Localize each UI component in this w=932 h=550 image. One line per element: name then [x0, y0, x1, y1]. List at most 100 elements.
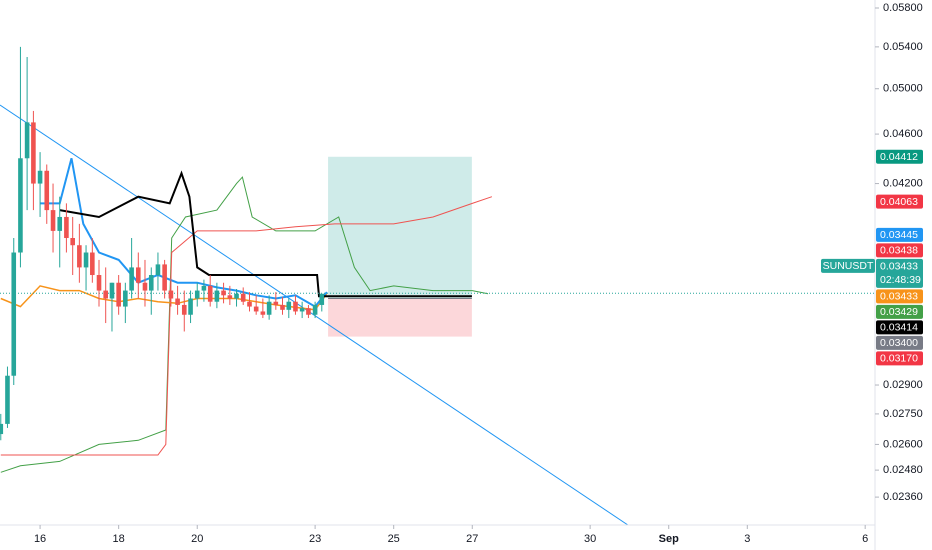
candle-body [319, 293, 325, 305]
price-tag-label: 0.03170 [880, 353, 918, 365]
y-tick-label: 0.05800 [883, 2, 923, 14]
candle-body [240, 293, 246, 302]
candle-body [44, 170, 50, 211]
candle-body [18, 158, 23, 253]
candle-body [64, 216, 69, 239]
price-tag-label: 0.03433 [880, 291, 918, 303]
candle-body [24, 122, 30, 159]
price-tag [876, 351, 923, 366]
candle-body [247, 301, 252, 307]
price-tag [876, 304, 923, 319]
candle-body [148, 275, 154, 291]
x-tick-label: Sep [659, 533, 679, 545]
candle-body [11, 252, 17, 376]
x-tick-label: 6 [862, 533, 868, 545]
price-tag [876, 194, 923, 209]
indicator-line [59, 170, 472, 298]
candle-body [188, 298, 193, 315]
candle-body [214, 290, 220, 302]
y-tick-label: 0.02360 [883, 491, 923, 503]
candle-body [221, 290, 226, 296]
price-tag [876, 258, 923, 288]
symbol-label: SUNUSDT [823, 260, 874, 272]
candle-body [207, 285, 213, 302]
candle-body [123, 290, 128, 307]
y-tick-label: 0.05400 [883, 41, 923, 53]
y-tick-label: 0.04200 [883, 177, 923, 189]
candle-body [142, 282, 148, 291]
y-tick-label: 0.04600 [883, 128, 923, 140]
indicator-line [0, 196, 493, 456]
candle-body [280, 304, 285, 310]
candle-body [286, 301, 292, 310]
x-tick-label: 23 [309, 533, 321, 545]
candle-body [57, 216, 63, 231]
price-tag [876, 227, 923, 242]
candle-body [37, 170, 43, 184]
candle-body [227, 295, 233, 299]
position-stop-zone [328, 298, 472, 337]
candle-body [90, 252, 95, 276]
candle-body [201, 285, 207, 291]
candle-body [5, 375, 10, 424]
price-tag [876, 289, 923, 304]
price-tag-label: 0.03400 [880, 337, 918, 349]
x-tick-label: 16 [34, 533, 46, 545]
indicator-line [0, 176, 489, 473]
candle-body [77, 245, 82, 268]
position-target-zone [328, 156, 472, 299]
symbol-tag [821, 258, 875, 273]
x-tick-label: 25 [388, 533, 400, 545]
price-tag [876, 243, 923, 258]
candle-body [181, 304, 187, 315]
price-tag-label: 0.03429 [880, 306, 918, 318]
y-tick-label: 0.02900 [883, 379, 923, 391]
candle-body [273, 301, 279, 305]
candle-body [0, 423, 4, 435]
y-tick-label: 0.02480 [883, 464, 923, 476]
candle-body [96, 275, 102, 291]
price-tag [876, 149, 923, 164]
candle-body [234, 293, 239, 299]
candle-body [155, 264, 161, 276]
candle-body [253, 306, 259, 312]
candle-body [266, 301, 272, 315]
plot-area [0, 46, 875, 525]
candle-body [312, 304, 318, 315]
x-tick-label: 18 [113, 533, 125, 545]
candle-body [168, 290, 174, 299]
y-tick-label: 0.05000 [883, 83, 923, 95]
price-tag-label: 0.04063 [880, 196, 918, 208]
price-tag-label: 0.03438 [880, 245, 918, 257]
candle-body [299, 308, 305, 312]
candle-body [50, 210, 56, 231]
trendline [0, 104, 629, 525]
candle-body [293, 301, 298, 312]
x-tick-label: 3 [744, 533, 750, 545]
candle-body [116, 282, 121, 307]
candle-body [194, 290, 200, 299]
candle-body [70, 238, 75, 246]
price-tag-label: 0.04412 [880, 151, 918, 163]
candle-body [175, 298, 180, 305]
price-tag [876, 335, 923, 350]
price-tag [876, 320, 923, 335]
candle-body [306, 308, 311, 315]
candle-body [83, 252, 89, 268]
candle-body [31, 122, 36, 184]
candle-body [136, 267, 141, 283]
y-tick-label: 0.02750 [883, 408, 923, 420]
y-tick-label: 0.02600 [883, 438, 923, 450]
candle-body [129, 267, 134, 291]
candle-body [162, 264, 167, 291]
countdown-label: 02:48:39 [880, 274, 921, 286]
x-tick-label: 20 [191, 533, 203, 545]
price-tag-label: 0.03433 [880, 261, 918, 273]
candle-body [260, 311, 266, 315]
price-tag-label: 0.03414 [880, 322, 918, 334]
candle-body [109, 282, 115, 299]
candle-body [103, 290, 108, 299]
price-tag-label: 0.03445 [880, 229, 918, 241]
x-tick-label: 30 [584, 533, 596, 545]
